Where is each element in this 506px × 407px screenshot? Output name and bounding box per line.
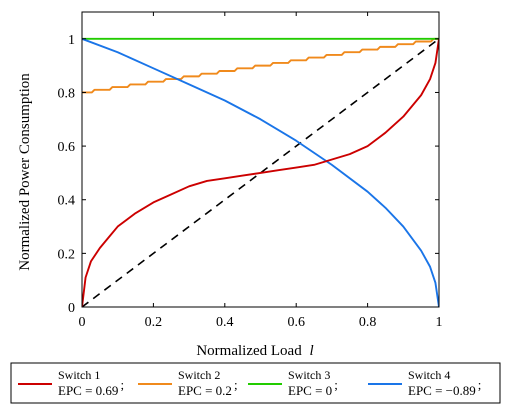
series-line-switch-1: [82, 38, 439, 307]
axis-ticks: 0 0.2 0.4 0.6 0.8 1 0 0.2 0.4 0.6 0.8 1: [58, 12, 443, 330]
y-tick-label: 0.2: [58, 247, 76, 262]
legend-series-name: Switch 1: [58, 368, 100, 382]
legend-separator: ;: [478, 377, 482, 392]
reference-dashed-line: [82, 38, 439, 307]
series-line-switch-4: [82, 37, 439, 307]
x-axis-label-text: Normalized Load: [196, 343, 302, 359]
legend-separator: ;: [334, 377, 338, 392]
x-tick-label: 0.2: [145, 315, 163, 330]
plot-area: [81, 11, 440, 308]
series-line-switch-2: [82, 37, 439, 94]
legend-series-epc: EPC = −0.89: [408, 383, 476, 398]
y-tick-label: 0: [68, 301, 75, 316]
y-tick-label: 0.4: [58, 194, 76, 209]
legend-series-name: Switch 2: [178, 368, 220, 382]
x-tick-label: 1: [436, 315, 443, 330]
series-group: [82, 37, 439, 307]
legend-series-name: Switch 3: [288, 368, 330, 382]
y-tick-label: 1: [68, 33, 75, 48]
y-tick-label: 0.8: [58, 86, 76, 101]
y-tick-label: 0.6: [58, 140, 76, 155]
x-tick-label: 0: [79, 315, 86, 330]
x-tick-label: 0.8: [359, 315, 377, 330]
x-tick-label: 0.4: [216, 315, 234, 330]
plot-frame: [81, 11, 440, 308]
legend-separator: ;: [234, 377, 238, 392]
legend-series-epc: EPC = 0.69: [58, 383, 118, 398]
legend-series-epc: EPC = 0: [288, 383, 332, 398]
legend-series-name: Switch 4: [408, 368, 450, 382]
legend-series-epc: EPC = 0.2: [178, 383, 232, 398]
x-axis-label: Normalized Load l: [196, 343, 313, 359]
x-axis-label-variable: l: [309, 343, 313, 359]
x-tick-label: 0.6: [287, 315, 305, 330]
legend-separator: ;: [120, 377, 124, 392]
y-axis-label: Normalized Power Consumption: [17, 73, 33, 271]
